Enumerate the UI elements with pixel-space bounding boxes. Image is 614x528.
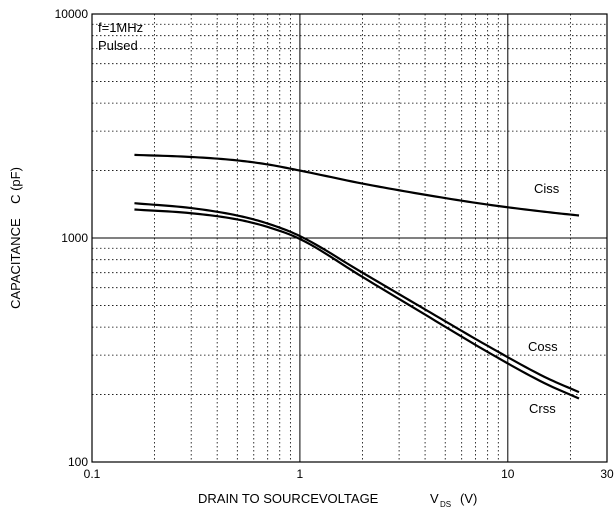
series-line-crss — [134, 208, 580, 400]
series-line-coss — [134, 202, 580, 394]
x-tick-label: 30 — [600, 467, 614, 481]
y-tick-label: 10000 — [55, 7, 89, 21]
y-axis-title: CAPACITANCE C (pF) — [8, 167, 23, 309]
series-layer — [134, 153, 580, 400]
series-line-ciss — [134, 153, 580, 217]
x-axis-title-subscript: DS — [440, 500, 451, 509]
x-axis-title: DRAIN TO SOURCEVOLTAGE V DS (V) — [198, 491, 477, 509]
tick-layer: 0.1 1 10 30 100 1000 10000 — [55, 7, 614, 481]
plot-frame — [91, 13, 608, 463]
x-axis-title-text: DRAIN TO SOURCEVOLTAGE — [198, 491, 379, 506]
x-tick-label: 10 — [501, 467, 515, 481]
series-label-crss: Crss — [529, 401, 556, 416]
y-tick-label: 100 — [68, 455, 88, 469]
x-tick-label: 0.1 — [84, 467, 101, 481]
x-axis-title-symbol: V — [430, 491, 439, 506]
x-tick-label: 1 — [297, 467, 304, 481]
grid-layer — [92, 14, 607, 462]
x-axis-title-unit: (V) — [460, 491, 477, 506]
annotation-pulsed: Pulsed — [98, 38, 138, 53]
series-label-ciss: Ciss — [534, 181, 560, 196]
y-tick-label: 1000 — [61, 231, 88, 245]
series-label-coss: Coss — [528, 339, 558, 354]
annotation-frequency: f=1MHz — [98, 20, 143, 35]
